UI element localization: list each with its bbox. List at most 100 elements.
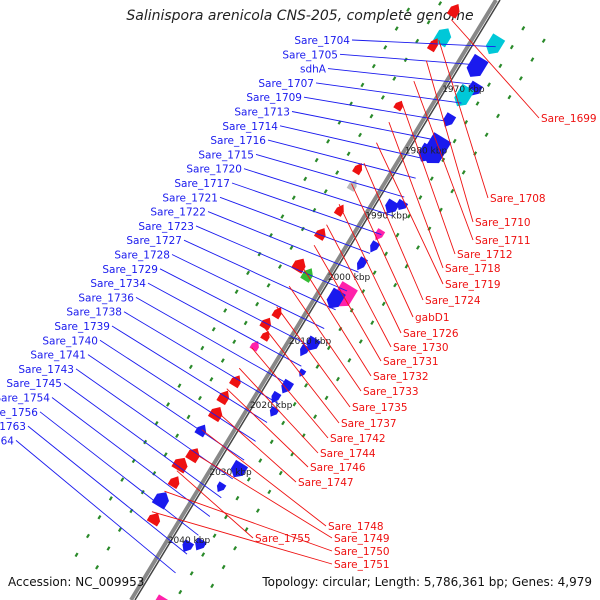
track-tick: [475, 101, 480, 106]
track-tick: [326, 345, 331, 351]
left-gene-leader: [243, 168, 393, 217]
right-gene-label: Sare_1737: [341, 418, 397, 430]
track-tick: [186, 414, 191, 420]
track-tick: [335, 170, 340, 175]
track-tick: [518, 76, 523, 81]
right-gene-leader: [164, 490, 333, 552]
reverse-gene-arrow: [333, 204, 344, 217]
left-gene-label: Sare_1756: [0, 407, 38, 419]
left-gene-label: Sare_1723: [138, 221, 194, 233]
track-tick: [281, 420, 286, 426]
track-tick: [117, 527, 122, 532]
left-gene-label: Sare_1741: [30, 350, 86, 362]
topology-label: Topology: circular; Length: 5,786,361 bp…: [262, 575, 592, 589]
right-gene-leader: [351, 183, 414, 318]
left-gene-label: Sare_1705: [282, 49, 338, 61]
reverse-gene-arrow: [446, 4, 460, 19]
track-tick: [438, 1, 443, 6]
track-tick: [461, 170, 466, 175]
right-gene-leader: [288, 285, 362, 392]
gene-arrow-shape: [154, 594, 171, 600]
reverse-gene-arrow: [352, 162, 363, 176]
track-tick: [383, 45, 388, 50]
track-tick: [358, 339, 363, 344]
track-tick: [257, 251, 262, 257]
right-gene-label: Sare_1719: [445, 279, 501, 291]
accession-label: Accession: NC_009953: [8, 575, 145, 589]
left-gene-label: Sare_1704: [294, 35, 350, 47]
forward-gene-arrow: [485, 33, 506, 55]
track-tick: [292, 401, 297, 407]
gene-arrow-shape: [326, 287, 346, 309]
track-tick: [201, 552, 206, 557]
forward-gene-arrow: [195, 537, 207, 551]
right-gene-leader: [450, 19, 540, 119]
left-gene-leader: [159, 268, 313, 348]
track-tick: [346, 151, 351, 157]
kbp-marker-label: 1980 kbp: [405, 147, 448, 157]
track-tick: [210, 583, 215, 589]
left-gene-leader: [63, 382, 222, 499]
kbp-marker-label: 2040 kbp: [168, 536, 211, 546]
left-gene-label: Sare_1727: [126, 235, 182, 247]
track-tick: [450, 188, 455, 194]
right-gene-label: Sare_1718: [445, 263, 501, 275]
left-gene-leader: [171, 254, 325, 329]
gene-arrow-shape: [260, 331, 270, 342]
track-tick: [189, 571, 194, 576]
track-tick: [323, 189, 328, 194]
track-tick: [380, 95, 385, 100]
gene-arrow-shape: [271, 390, 282, 404]
forward-gene-arrow: [326, 287, 346, 309]
track-tick: [372, 270, 377, 275]
gene-arrow-shape: [216, 481, 227, 493]
track-tick: [304, 383, 309, 388]
track-tick: [303, 176, 308, 182]
reverse-gene-arrow: [393, 100, 403, 112]
track-tick: [258, 458, 263, 463]
forward-gene-arrow: [271, 390, 282, 404]
right-gene-label: Sare_1708: [490, 193, 546, 205]
reverse-gene-arrow: [185, 448, 200, 464]
track-tick: [324, 395, 329, 401]
kbp-marker-label: 2030 kbp: [209, 468, 252, 478]
gene-arrow-shape: [466, 53, 489, 77]
track-tick: [86, 533, 90, 539]
right-gene-leader: [251, 347, 329, 439]
right-gene-leader: [276, 306, 351, 408]
gene-arrow-shape: [352, 162, 363, 176]
track-tick: [370, 320, 375, 325]
track-tick: [392, 76, 397, 81]
left-gene-leader: [291, 111, 439, 142]
left-gene-leader: [255, 153, 405, 198]
gene-arrow-shape: [397, 198, 409, 211]
reverse-gene-arrow: [260, 331, 270, 342]
right-gene-label: Sare_1732: [373, 371, 429, 383]
right-gene-leader: [189, 449, 333, 539]
right-gene-label: Sare_1711: [475, 235, 531, 247]
reverse-gene-arrow: [271, 307, 282, 320]
gene-arrow-shape: [426, 38, 438, 53]
track-tick: [120, 477, 125, 482]
left-gene-leader: [303, 96, 451, 123]
track-tick: [335, 376, 340, 382]
reverse-gene-arrow: [207, 407, 223, 423]
left-gene-label: Sare_1740: [42, 335, 98, 347]
left-gene-leader: [351, 39, 496, 48]
right-gene-leader: [425, 60, 474, 223]
reverse-gene-arrow: [216, 390, 230, 406]
track-tick: [484, 132, 489, 138]
right-gene-leader: [438, 39, 489, 199]
left-gene-label: Sare_1714: [222, 121, 278, 133]
track-tick: [266, 283, 271, 288]
forward-gene-arrow: [216, 481, 227, 493]
track-tick: [452, 138, 457, 144]
left-gene-leader: [219, 196, 371, 254]
left-gene-leader: [339, 53, 485, 66]
track-tick: [369, 113, 374, 119]
kbp-marker-label: 2010 kbp: [289, 337, 332, 347]
right-gene-label: Sare_1755: [255, 533, 311, 545]
right-gene-label: gabD1: [415, 312, 450, 324]
left-gene-leader: [51, 397, 211, 517]
gene-arrow-shape: [151, 492, 169, 510]
